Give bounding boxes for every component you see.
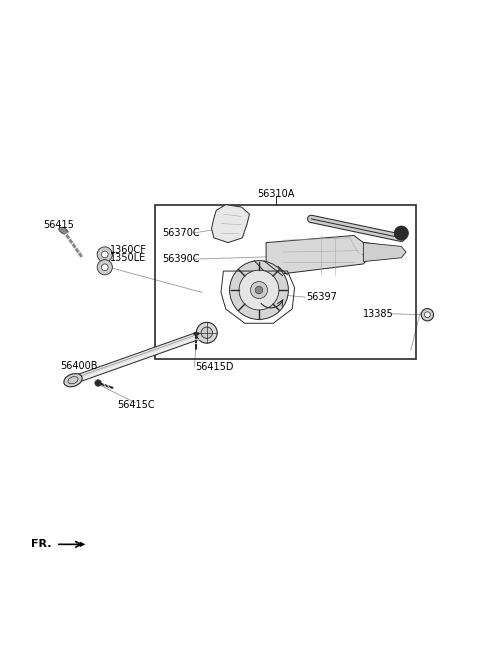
Circle shape	[239, 270, 279, 310]
Circle shape	[421, 308, 433, 321]
Circle shape	[394, 226, 408, 240]
Ellipse shape	[193, 333, 199, 335]
Text: 56397: 56397	[306, 292, 337, 302]
Circle shape	[97, 247, 112, 262]
Circle shape	[251, 281, 267, 298]
Circle shape	[229, 260, 288, 319]
Circle shape	[97, 260, 112, 275]
Text: 13385: 13385	[363, 309, 394, 319]
Text: 56370C: 56370C	[162, 228, 199, 238]
Text: 1360CF: 1360CF	[109, 245, 146, 255]
Circle shape	[101, 264, 108, 270]
Text: 56415: 56415	[43, 220, 74, 230]
Circle shape	[95, 380, 101, 386]
Text: 56310A: 56310A	[257, 189, 294, 199]
Polygon shape	[212, 205, 250, 243]
Polygon shape	[363, 243, 406, 262]
Text: 1350LE: 1350LE	[109, 253, 146, 263]
Circle shape	[201, 327, 213, 338]
Circle shape	[196, 322, 217, 343]
Ellipse shape	[64, 373, 82, 387]
Text: 56390C: 56390C	[162, 255, 199, 264]
Circle shape	[255, 286, 263, 294]
Ellipse shape	[68, 377, 78, 384]
Text: 56400B: 56400B	[60, 361, 97, 371]
Text: FR.: FR.	[31, 539, 52, 549]
Bar	[155, 205, 416, 359]
Circle shape	[424, 312, 430, 318]
Polygon shape	[72, 329, 208, 384]
Circle shape	[101, 251, 108, 258]
Text: 56415C: 56415C	[117, 400, 155, 410]
Ellipse shape	[59, 227, 68, 234]
Text: 56415D: 56415D	[195, 362, 233, 372]
Polygon shape	[266, 236, 373, 276]
